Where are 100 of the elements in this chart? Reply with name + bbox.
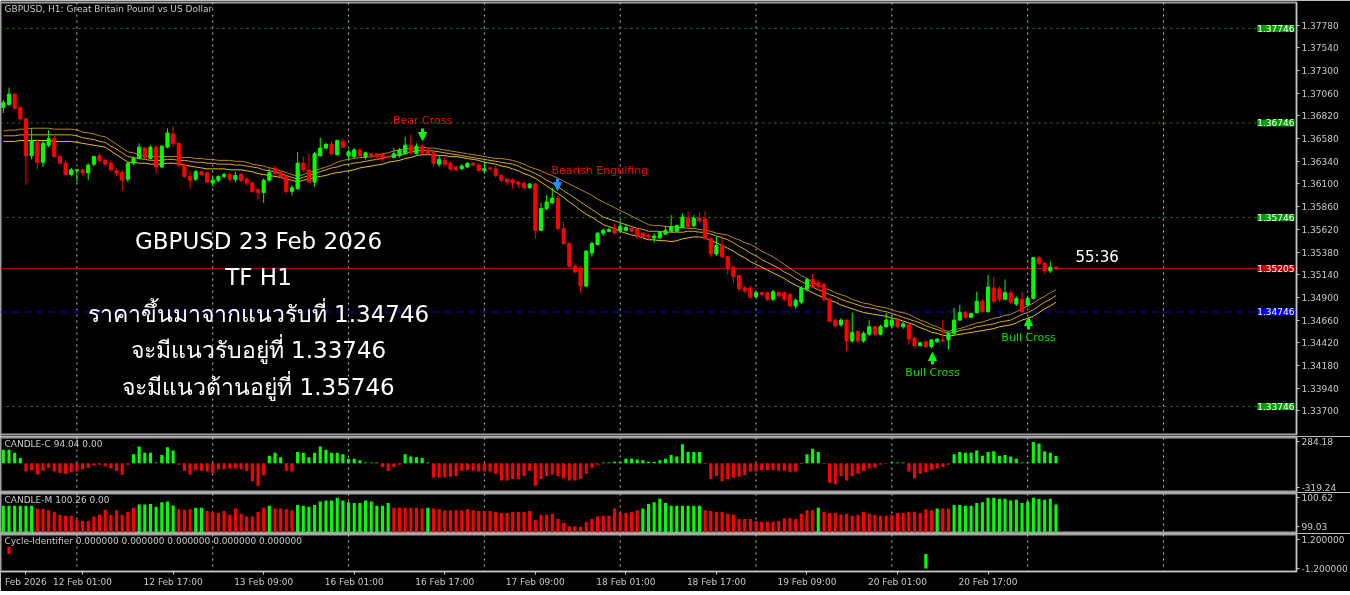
bar bbox=[1003, 454, 1007, 464]
bar bbox=[511, 463, 515, 479]
bar bbox=[443, 463, 447, 478]
bar bbox=[562, 463, 566, 479]
bar bbox=[805, 454, 809, 464]
bar bbox=[986, 451, 990, 464]
bar bbox=[522, 463, 526, 476]
bar bbox=[477, 463, 481, 472]
bar bbox=[680, 444, 685, 464]
bar bbox=[307, 457, 311, 464]
bar bbox=[52, 463, 56, 472]
bar bbox=[318, 446, 322, 464]
bar bbox=[856, 463, 860, 474]
bar bbox=[216, 463, 220, 470]
bar bbox=[13, 452, 17, 464]
bar bbox=[862, 463, 866, 471]
bar bbox=[465, 463, 469, 470]
bar bbox=[952, 454, 956, 464]
bar bbox=[335, 452, 339, 464]
bar bbox=[760, 463, 764, 470]
bar bbox=[324, 449, 328, 464]
bar bbox=[194, 463, 198, 470]
bar bbox=[658, 460, 662, 464]
bar bbox=[726, 463, 730, 479]
bar bbox=[635, 459, 639, 464]
bar bbox=[1, 449, 5, 464]
bar bbox=[86, 463, 90, 468]
bar bbox=[794, 463, 798, 472]
bar bbox=[816, 451, 820, 464]
bar bbox=[748, 463, 752, 472]
bar bbox=[64, 463, 68, 474]
bar bbox=[341, 454, 345, 464]
bar bbox=[313, 452, 317, 464]
bar bbox=[250, 463, 254, 482]
bar bbox=[245, 463, 249, 471]
bar bbox=[692, 451, 696, 464]
bar bbox=[924, 463, 928, 473]
bar bbox=[296, 451, 300, 464]
bar bbox=[935, 463, 939, 469]
bar bbox=[963, 452, 967, 464]
x-tick-label: 20 Feb 17:00 bbox=[958, 576, 1018, 587]
bar bbox=[30, 463, 34, 470]
bar bbox=[330, 452, 334, 464]
bar bbox=[18, 457, 22, 464]
bar bbox=[199, 463, 203, 471]
y-tick-label: 100.62 bbox=[1301, 493, 1333, 504]
bar bbox=[550, 463, 554, 475]
bar bbox=[7, 449, 11, 464]
bar bbox=[782, 463, 786, 471]
bar bbox=[160, 454, 164, 464]
x-tick-label: 17 Feb 09:00 bbox=[505, 576, 566, 587]
bar bbox=[143, 452, 147, 464]
bar bbox=[697, 451, 701, 464]
y-tick-label: 99.03 bbox=[1301, 522, 1328, 533]
bar bbox=[584, 463, 588, 474]
y-tick-label: 284.18 bbox=[1301, 437, 1334, 448]
bar bbox=[392, 463, 396, 467]
bar bbox=[165, 447, 170, 464]
bar bbox=[579, 463, 583, 479]
bar bbox=[737, 463, 741, 477]
bar bbox=[709, 463, 713, 479]
bar bbox=[448, 463, 452, 477]
bar bbox=[641, 460, 645, 464]
bar bbox=[431, 463, 435, 478]
x-tick-label: 20 Feb 01:00 bbox=[867, 576, 928, 587]
bar bbox=[488, 463, 492, 472]
chart-title: CANDLE-C 94.04 0.00 bbox=[4, 438, 103, 449]
bar bbox=[171, 450, 175, 464]
bar bbox=[301, 452, 305, 464]
chart-title: CANDLE-M 100.26 0.00 bbox=[4, 494, 110, 505]
bar bbox=[743, 463, 747, 476]
bar bbox=[58, 463, 62, 473]
bar bbox=[454, 463, 458, 476]
bar bbox=[839, 463, 843, 476]
bar bbox=[482, 463, 486, 472]
bar bbox=[788, 463, 792, 473]
bar bbox=[109, 463, 113, 469]
bar bbox=[41, 463, 45, 471]
bar bbox=[997, 455, 1001, 464]
chart-title: Cycle-Identifier 0.000000 0.000000 0.000000 0.000000 0.000000 bbox=[4, 535, 303, 546]
bar bbox=[811, 448, 815, 464]
x-tick-label: 12 Feb 01:00 bbox=[53, 576, 113, 587]
bar bbox=[771, 463, 775, 470]
bar bbox=[409, 456, 413, 464]
bar bbox=[24, 463, 28, 472]
bar bbox=[211, 463, 215, 473]
bar bbox=[918, 463, 922, 474]
x-tick-label: 12 Feb 17:00 bbox=[143, 576, 203, 587]
bar bbox=[114, 463, 119, 471]
bar bbox=[505, 463, 509, 481]
bar bbox=[47, 463, 51, 468]
bar bbox=[929, 463, 934, 470]
bar bbox=[437, 463, 441, 478]
bar bbox=[290, 463, 294, 472]
bar bbox=[528, 463, 532, 471]
bar bbox=[912, 463, 917, 479]
bar bbox=[494, 463, 498, 474]
x-tick-label: 18 Feb 01:00 bbox=[596, 576, 656, 587]
bar bbox=[148, 452, 153, 464]
bar bbox=[233, 463, 237, 469]
